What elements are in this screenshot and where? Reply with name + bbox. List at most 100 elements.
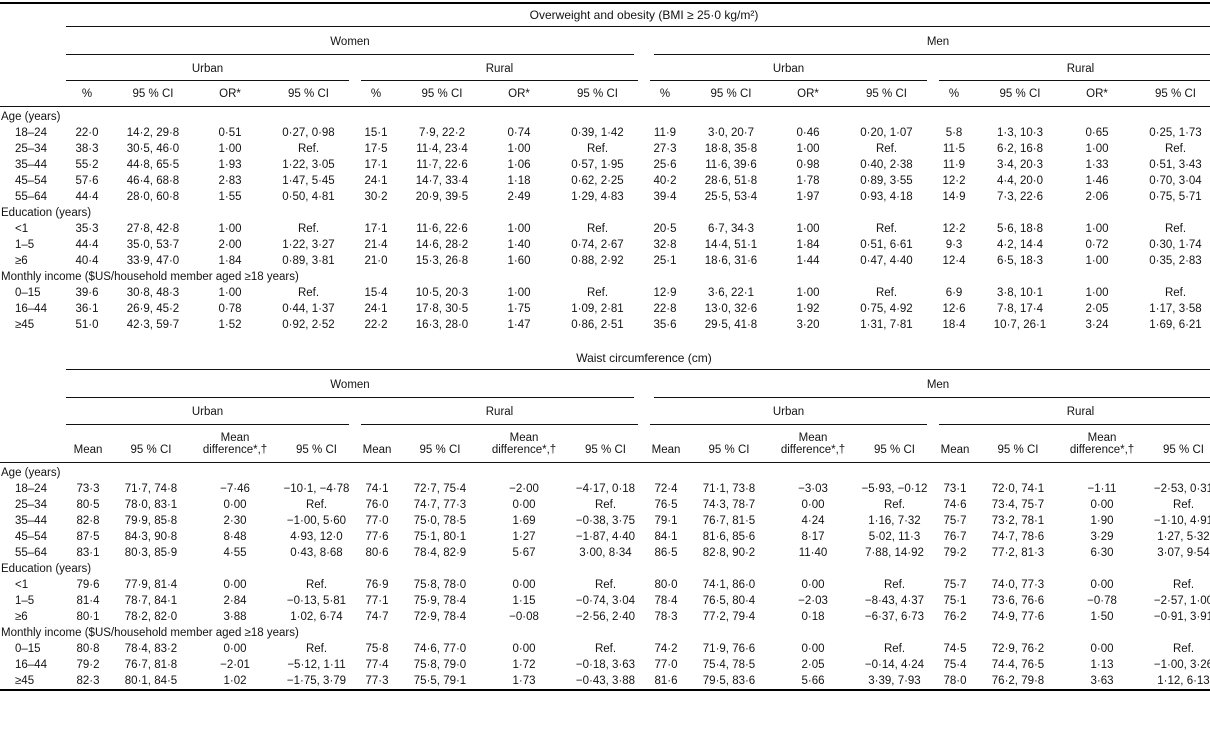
data-cell: Ref.	[586, 222, 609, 235]
data-cell: 77·2, 79·4	[702, 610, 756, 623]
data-cell: −0·18, 3·63	[575, 658, 636, 671]
area-group-header: Urban	[66, 398, 355, 425]
data-cell: 1·00	[507, 142, 531, 155]
table-row: ≥6 40·4 33·9, 47·0 1·84 0·89, 3·81 21·0 15·3, …	[0, 253, 1210, 269]
data-cell: 79·5, 83·6	[702, 674, 756, 687]
gender-group-row: Women Men	[0, 370, 1210, 398]
data-cell: 77·6	[365, 530, 389, 543]
data-cell: −2·00	[509, 482, 539, 495]
table-row: 0–15 80·8 78·4, 83·2 0·00 Ref. 75·8 74·6, 77·0…	[0, 641, 1210, 657]
area-group-header: Rural	[933, 55, 1210, 82]
data-cell: −0·14, 4·24	[864, 658, 925, 671]
row-label: 55–64	[15, 190, 47, 203]
data-cell: −0·08	[509, 610, 539, 623]
data-cell: 4·2, 14·4	[996, 238, 1044, 251]
data-cell: 79·6	[76, 578, 100, 591]
data-cell: 79·2	[76, 658, 100, 671]
data-cell: Ref.	[594, 498, 617, 511]
data-cell: 25·5, 53·4	[704, 190, 758, 203]
data-cell: −5·93, −0·12	[861, 482, 928, 495]
data-cell: 81·6, 85·6	[702, 530, 756, 543]
data-cell: 25·1	[653, 254, 677, 267]
data-cell: 73·1	[943, 482, 967, 495]
column-header: %	[644, 81, 686, 108]
data-cell: Ref.	[1172, 498, 1195, 511]
data-cell: 0·62, 2·25	[571, 174, 624, 187]
data-cell: 32·8	[653, 238, 677, 251]
data-cell: 1·75	[507, 302, 531, 315]
section-row: Monthly income ($US/household member age…	[0, 269, 1210, 285]
data-cell: 4·55	[223, 546, 247, 559]
data-cell: 1·93	[218, 158, 242, 171]
data-cell: 0·86, 2·51	[571, 318, 624, 331]
data-cell: 74·6	[943, 498, 967, 511]
data-cell: 0·75, 4·92	[860, 302, 913, 315]
data-cell: 2·84	[223, 594, 247, 607]
row-label: 1–5	[15, 594, 35, 607]
data-cell: −5·12, 1·11	[287, 658, 346, 671]
data-cell: 81·6	[654, 674, 678, 687]
data-cell: 2·00	[218, 238, 242, 251]
data-cell: −6·37, 6·73	[864, 610, 925, 623]
data-cell: 84·3, 90·8	[124, 530, 178, 543]
data-cell: 1·69, 6·21	[1149, 318, 1202, 331]
data-cell: 74·7, 78·6	[991, 530, 1045, 543]
data-cell: 0·72	[1085, 238, 1109, 251]
data-cell: 24·1	[364, 302, 388, 315]
table-row: 18–24 73·3 71·7, 74·8 −7·46 −10·1, −4·78 74·1…	[0, 481, 1210, 497]
data-cell: −0·13, 5·81	[286, 594, 347, 607]
data-cell: 14·2, 29·8	[126, 126, 180, 139]
data-cell: 1·84	[796, 238, 820, 251]
data-cell: 0·44, 1·37	[282, 302, 335, 315]
data-cell: 0·00	[801, 642, 825, 655]
table-row: 45–54 87·5 84·3, 90·8 8·48 4·93, 12·0 77·6 75·…	[0, 529, 1210, 545]
data-cell: Ref.	[875, 222, 898, 235]
data-cell: 75·0, 78·5	[413, 514, 467, 527]
data-cell: 0·51	[218, 126, 242, 139]
data-cell: 0·74, 2·67	[571, 238, 624, 251]
stub-spacer	[0, 424, 66, 463]
data-cell: 3·8, 10·1	[996, 286, 1044, 299]
data-cell: 0·51, 3·43	[1149, 158, 1202, 171]
data-cell: −7·46	[220, 482, 250, 495]
data-cell: 0·20, 1·07	[860, 126, 913, 139]
data-cell: 7·88, 14·92	[865, 546, 924, 559]
table-gap	[0, 333, 1210, 347]
data-cell: 35·0, 53·7	[126, 238, 180, 251]
data-cell: 1·22, 3·05	[282, 158, 335, 171]
data-cell: 35·6	[653, 318, 677, 331]
data-cell: −0·91, 3·91	[1153, 610, 1210, 623]
table-row: 0–15 39·6 30·8, 48·3 1·00 Ref. 15·4 10·5, 20·3…	[0, 285, 1210, 301]
section-row: Education (years)	[0, 561, 1210, 577]
data-cell: 74·6, 77·0	[413, 642, 467, 655]
column-header-row: Mean 95 % CI Mean difference*,† 95 % CI Mean…	[0, 424, 1210, 463]
data-cell: −8·43, 4·37	[864, 594, 925, 607]
data-cell: −2·53, 0·31	[1153, 482, 1210, 495]
data-cell: 74·0, 77·3	[991, 578, 1045, 591]
data-cell: 80·5	[76, 498, 100, 511]
area-group-header: Rural	[355, 55, 644, 82]
data-cell: −1·87, 4·40	[575, 530, 636, 543]
data-cell: 0·00	[223, 498, 247, 511]
table-title-cell: Waist circumference (cm)	[66, 347, 1210, 371]
data-cell: 3·63	[1090, 674, 1114, 687]
data-cell: 12·4	[942, 254, 966, 267]
data-cell: 1·00	[1085, 142, 1109, 155]
data-cell: 2·83	[218, 174, 242, 187]
data-cell: 1·02, 6·74	[290, 610, 343, 623]
data-cell: 44·4	[75, 190, 99, 203]
data-cell: 1·16, 7·32	[868, 514, 921, 527]
data-cell: 76·0	[365, 498, 389, 511]
data-cell: 8·17	[801, 530, 825, 543]
data-cell: 0·00	[801, 578, 825, 591]
data-cell: 0·25, 1·73	[1149, 126, 1202, 139]
column-header: 95 % CI	[278, 424, 355, 463]
data-cell: 75·5, 79·1	[413, 674, 467, 687]
table-title-row: Waist circumference (cm)	[0, 347, 1210, 371]
data-cell: 82·8	[76, 514, 100, 527]
data-cell: 40·4	[75, 254, 99, 267]
section-label: Age (years)	[1, 110, 61, 123]
data-cell: 74·1	[365, 482, 389, 495]
data-cell: 14·4, 51·1	[704, 238, 758, 251]
column-header: 95 % CI	[108, 81, 198, 108]
